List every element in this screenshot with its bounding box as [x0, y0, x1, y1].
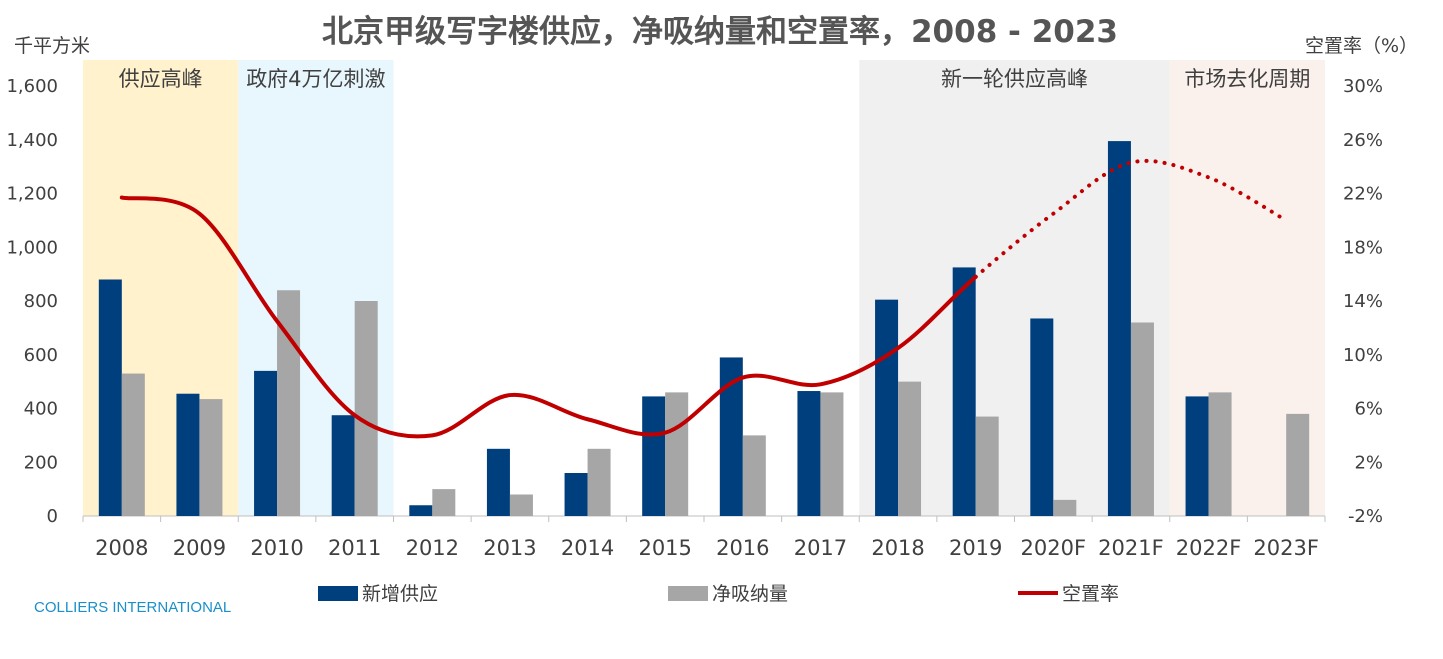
x-tick-label-5: 2013	[483, 536, 536, 560]
bar-0-6	[564, 473, 588, 516]
axes	[82, 515, 1326, 522]
bar-1-12	[1053, 499, 1077, 516]
y2-tick-label-8: 30%	[1343, 76, 1383, 97]
bar-1-14	[1208, 392, 1232, 516]
source-label: COLLIERS INTERNATIONAL	[34, 599, 231, 616]
y-tick-label-7: 1,400	[6, 130, 58, 151]
band-label-1: 政府4万亿刺激	[246, 67, 385, 91]
x-tick-label-15: 2023F	[1253, 536, 1319, 560]
y-tick-label-6: 1,200	[6, 184, 58, 205]
y2-tick-label-4: 14%	[1343, 291, 1383, 312]
bar-1-7	[665, 392, 689, 516]
x-tick-label-8: 2016	[716, 536, 769, 560]
bar-1-15	[1286, 413, 1310, 516]
bar-1-1	[199, 399, 223, 516]
x-tick-label-2: 2010	[250, 536, 303, 560]
y2-tick-label-7: 26%	[1343, 130, 1383, 151]
y2-tick-label-3: 10%	[1343, 345, 1383, 366]
y-tick-label-5: 1,000	[6, 237, 58, 258]
y2-tick-label-6: 22%	[1343, 184, 1383, 205]
y2-tick-label-5: 18%	[1343, 237, 1383, 258]
bar-1-9	[820, 392, 844, 516]
x-tick-label-13: 2021F	[1098, 536, 1164, 560]
bar-0-5	[486, 448, 510, 516]
bar-0-8	[719, 357, 743, 516]
x-tick-label-7: 2015	[638, 536, 691, 560]
x-tick-label-0: 2008	[95, 536, 148, 560]
bar-1-5	[509, 494, 533, 516]
bar-1-10	[898, 381, 922, 516]
y-tick-label-4: 800	[24, 291, 58, 312]
y2-tick-label-2: 6%	[1354, 399, 1383, 420]
legend-label-absorption: 净吸纳量	[712, 583, 788, 605]
y-tick-label-0: 0	[47, 506, 58, 527]
legend-label-vacancy: 空置率	[1062, 583, 1119, 605]
bar-1-0	[121, 373, 145, 516]
vacancy-line-dotted	[973, 158, 1289, 279]
x-tick-label-12: 2020F	[1021, 536, 1087, 560]
band-label-0: 供应高峰	[119, 67, 203, 91]
x-tick-label-11: 2019	[949, 536, 1002, 560]
axis-labels: 0 200 400 600 800 1,000 1,200 1,400 1,600 -2% 2% 6%…	[6, 76, 1383, 560]
band-label-2: 新一轮供应高峰	[941, 67, 1088, 91]
legend-swatch-supply	[318, 586, 358, 601]
bar-1-13	[1130, 322, 1154, 516]
bar-0-1	[176, 393, 200, 516]
bar-0-9	[797, 391, 821, 516]
bar-0-7	[642, 396, 666, 516]
x-tick-label-10: 2018	[871, 536, 924, 560]
x-tick-label-14: 2022F	[1176, 536, 1242, 560]
y-tick-label-3: 600	[24, 345, 58, 366]
bar-1-8	[742, 435, 766, 516]
y2-tick-label-0: -2%	[1348, 506, 1383, 527]
left-axis-unit: 千平方米	[14, 35, 90, 57]
bar-1-4	[432, 489, 456, 516]
chart-title: 北京甲级写字楼供应，净吸纳量和空置率，2008 - 2023	[322, 14, 1118, 50]
y-tick-label-8: 1,600	[6, 76, 58, 97]
bar-0-12	[1030, 318, 1054, 516]
x-tick-label-6: 2014	[561, 536, 614, 560]
bar-0-0	[98, 279, 122, 516]
bar-series	[98, 141, 1310, 516]
y2-tick-label-1: 2%	[1354, 452, 1383, 473]
band-label-3: 市场去化周期	[1184, 67, 1310, 91]
x-tick-label-3: 2011	[328, 536, 381, 560]
bar-0-4	[409, 505, 433, 516]
bar-0-13	[1107, 141, 1131, 516]
bar-0-10	[875, 299, 899, 516]
bar-0-2	[254, 370, 278, 516]
bar-1-6	[587, 448, 611, 516]
y-tick-label-2: 400	[24, 399, 58, 420]
bar-1-3	[354, 301, 378, 516]
x-tick-label-9: 2017	[794, 536, 847, 560]
legend-swatch-absorption	[668, 586, 708, 601]
bar-0-3	[331, 415, 355, 516]
x-tick-label-4: 2012	[406, 536, 459, 560]
legend: 新增供应 净吸纳量 空置率	[318, 583, 1119, 605]
vacancy-line-series	[119, 158, 1289, 439]
x-tick-label-1: 2009	[173, 536, 226, 560]
vacancy-line-solid	[119, 195, 978, 439]
bar-0-14	[1185, 396, 1209, 516]
bar-0-11	[952, 267, 976, 516]
right-axis-unit: 空置率（%）	[1305, 35, 1418, 57]
y-tick-label-1: 200	[24, 452, 58, 473]
legend-label-supply: 新增供应	[362, 583, 438, 605]
bar-1-11	[975, 416, 999, 516]
